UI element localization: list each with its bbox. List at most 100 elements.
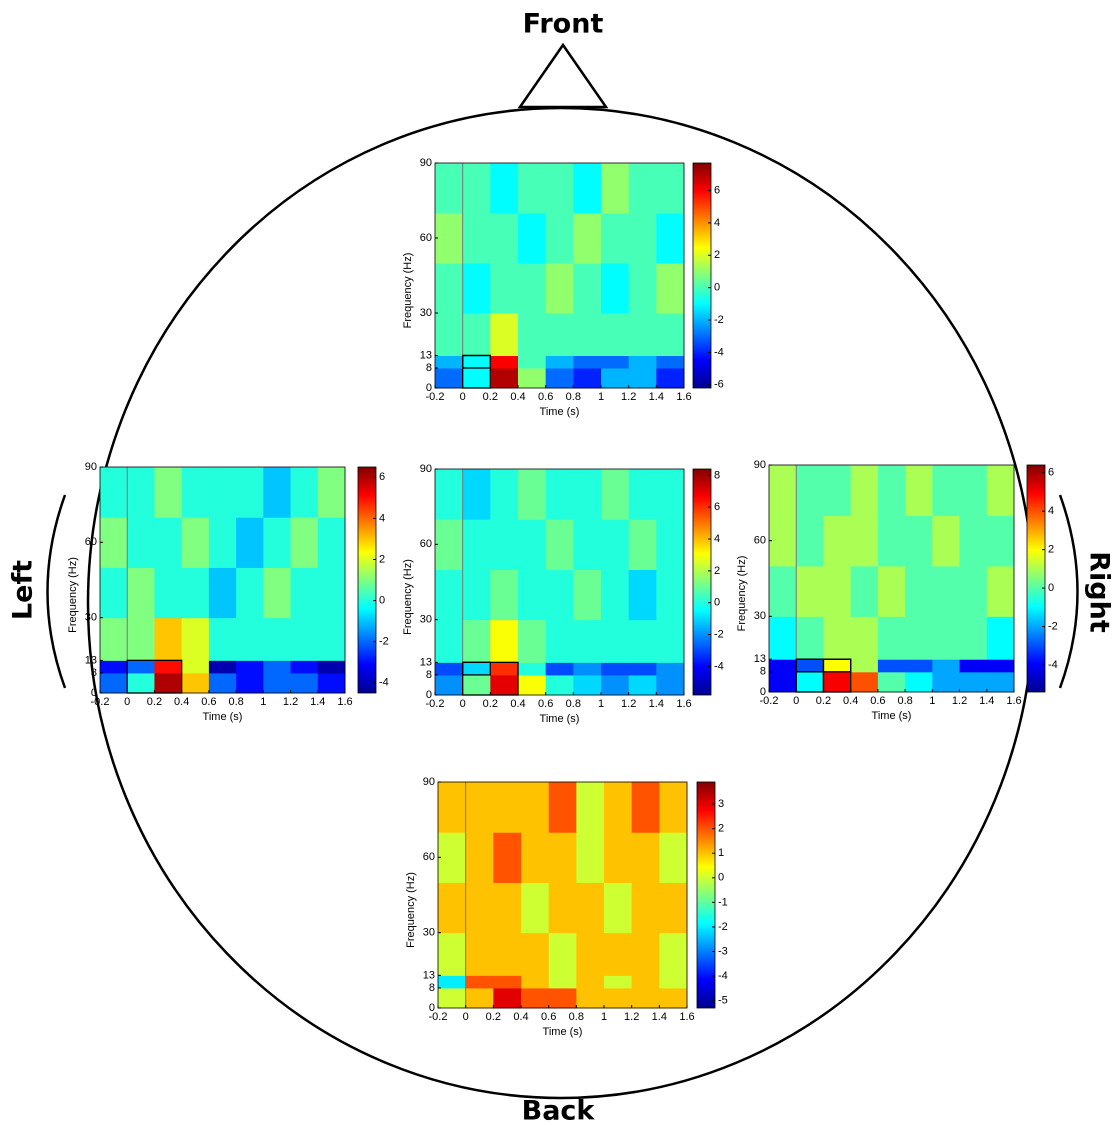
heatmap-cell	[100, 672, 128, 694]
heatmap-cell	[290, 517, 319, 568]
back-label: Back	[522, 1096, 596, 1125]
heatmap-cell	[435, 619, 464, 663]
heatmap-cell	[435, 674, 464, 696]
heatmap-cell	[769, 659, 797, 673]
y-tick-label: 60	[754, 535, 766, 547]
heatmap-cell	[628, 569, 657, 621]
heatmap-cell	[435, 569, 464, 621]
heatmap-cell	[601, 674, 630, 696]
heatmap-cell	[493, 932, 522, 976]
heatmap-cell	[628, 263, 657, 314]
heatmap-cell	[490, 662, 519, 676]
heatmap-cell	[154, 617, 183, 661]
y-tick-label: 13	[754, 653, 766, 665]
colorbar-tick-label: -6	[714, 379, 724, 391]
heatmap-cell	[490, 519, 519, 570]
y-tick-label: 60	[85, 536, 97, 548]
heatmap-cell	[986, 671, 1015, 693]
heatmap-cell	[154, 660, 183, 674]
nose	[517, 42, 609, 109]
heatmap-cell	[100, 517, 128, 568]
heatmap-cell	[263, 567, 292, 619]
x-tick-label: 0.2	[816, 695, 831, 707]
colorbar-tick-label: -2	[714, 314, 724, 326]
x-tick-label: 0.8	[569, 1011, 584, 1023]
heatmap-cell	[877, 659, 906, 673]
heatmap-cell	[263, 517, 292, 568]
colorbar-tick-label: 4	[1048, 505, 1054, 517]
colorbar-tick-label: -4	[714, 660, 724, 672]
heatmap-cell	[628, 469, 657, 520]
heatmap-cell	[521, 782, 550, 833]
heatmap-cell	[628, 368, 657, 389]
heatmap-cell	[154, 467, 183, 518]
heatmap-cell	[573, 674, 602, 696]
heatmap-cell	[959, 671, 988, 693]
x-tick-label: 0.4	[510, 698, 525, 710]
heatmap-cell	[932, 616, 961, 660]
heatmap-cell	[986, 465, 1015, 516]
heatmap-cell	[493, 975, 522, 989]
heatmap-cell	[932, 659, 961, 673]
heatmap-cell	[601, 313, 630, 356]
heatmap-cell	[518, 213, 547, 264]
heatmap-cell	[545, 213, 574, 264]
heatmap-cell	[769, 465, 797, 516]
heatmap-cell	[986, 659, 1015, 673]
right-ear	[1058, 494, 1079, 689]
x-tick-label: 0.8	[566, 391, 581, 403]
x-tick-label: 1.6	[1006, 695, 1021, 707]
y-tick-label: 90	[423, 776, 435, 788]
heatmap-cell	[659, 882, 688, 934]
heatmap-cell	[656, 263, 685, 314]
heatmap-cell	[462, 368, 491, 389]
heatmap-cell	[545, 263, 574, 314]
heatmap-cell	[656, 368, 685, 389]
heatmap-cell	[769, 671, 797, 693]
colorbar	[692, 162, 712, 389]
colorbar-tick-label: 0	[1048, 582, 1054, 594]
heatmap-cell	[659, 832, 688, 883]
heatmap-cell	[548, 782, 577, 833]
x-tick-label: 0	[463, 1011, 469, 1023]
y-tick-label: 60	[423, 851, 435, 863]
heatmap-cell	[823, 465, 852, 516]
heatmap-cell	[263, 467, 292, 518]
heatmap-cell	[208, 467, 237, 518]
heatmap-cell	[959, 465, 988, 516]
heatmap-cell	[656, 519, 685, 570]
heatmap-cell	[438, 987, 467, 1009]
heatmap-cell	[905, 465, 933, 516]
x-tick-label: 0.2	[147, 696, 162, 708]
heatmap-cell	[850, 465, 879, 516]
plot-frame	[437, 781, 688, 1009]
colorbar-tick-label: 4	[714, 533, 720, 545]
y-tick-label: 60	[420, 232, 432, 244]
heatmap-cell	[631, 932, 660, 976]
y-axis-label: Frequency (Hz)	[402, 253, 414, 329]
y-tick-label: 0	[426, 689, 432, 701]
heatmap-cell	[208, 617, 237, 661]
x-axis-label: Time (s)	[540, 406, 580, 418]
heatmap-cell	[601, 469, 630, 520]
heatmap-cell	[462, 263, 491, 314]
x-tick-label: 0.8	[897, 695, 912, 707]
x-tick-label: 1.6	[676, 698, 691, 710]
heatmap-cell	[932, 565, 961, 617]
heatmap-cell	[435, 313, 464, 356]
heatmap-cell	[576, 987, 605, 1009]
heatmap-cell	[263, 672, 292, 694]
heatmap-cell	[656, 674, 685, 696]
y-axis-label: Frequency (Hz)	[405, 872, 417, 948]
y-tick-label: 8	[760, 666, 766, 678]
x-tick-label: 0.2	[486, 1011, 501, 1023]
heatmap-cell	[435, 163, 464, 214]
heatmap-cell	[317, 660, 346, 674]
heatmap-cell	[796, 465, 824, 516]
y-tick-label: 90	[420, 463, 432, 475]
heatmap-cell	[317, 617, 346, 661]
colorbar-tick-label: 4	[714, 217, 720, 229]
heatmap-cell	[518, 662, 547, 676]
heatmap-cell	[493, 987, 522, 1009]
x-tick-label: 1	[601, 1011, 607, 1023]
